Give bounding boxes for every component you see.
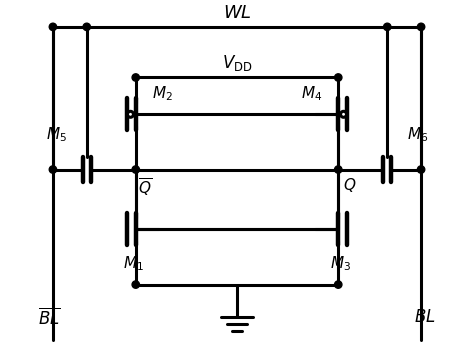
Text: $M_4$: $M_4$ [301, 84, 322, 103]
Circle shape [128, 111, 134, 117]
Circle shape [49, 166, 56, 173]
Text: $\overline{Q}$: $\overline{Q}$ [138, 176, 152, 198]
Text: $M_2$: $M_2$ [152, 84, 173, 103]
Text: $V_{\rm DD}$: $V_{\rm DD}$ [222, 53, 252, 73]
Text: $M_3$: $M_3$ [330, 255, 351, 273]
Circle shape [340, 111, 346, 117]
Text: $M_5$: $M_5$ [46, 126, 67, 144]
Text: $M_1$: $M_1$ [123, 255, 144, 273]
Circle shape [335, 281, 342, 288]
Text: $M_6$: $M_6$ [407, 126, 428, 144]
Text: $Q$: $Q$ [343, 176, 356, 195]
Circle shape [132, 74, 139, 81]
Circle shape [132, 166, 139, 173]
Circle shape [132, 281, 139, 288]
Circle shape [49, 23, 56, 31]
Text: $\overline{BL}$: $\overline{BL}$ [38, 307, 61, 328]
Circle shape [83, 23, 91, 31]
Text: $WL$: $WL$ [223, 4, 251, 22]
Circle shape [335, 74, 342, 81]
Text: $BL$: $BL$ [414, 307, 436, 326]
Circle shape [383, 23, 391, 31]
Circle shape [335, 166, 342, 173]
Circle shape [418, 23, 425, 31]
Circle shape [418, 166, 425, 173]
